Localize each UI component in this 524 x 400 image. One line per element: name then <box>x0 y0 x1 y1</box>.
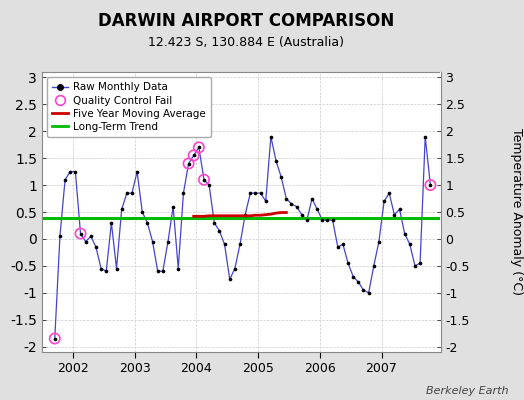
Point <box>154 268 162 274</box>
Legend: Raw Monthly Data, Quality Control Fail, Five Year Moving Average, Long-Term Tren: Raw Monthly Data, Quality Control Fail, … <box>47 77 211 137</box>
Text: 12.423 S, 130.884 E (Australia): 12.423 S, 130.884 E (Australia) <box>148 36 344 49</box>
Point <box>313 206 321 212</box>
Point <box>164 238 172 245</box>
Point <box>184 160 193 167</box>
Point <box>359 287 368 293</box>
Point <box>97 265 105 272</box>
Point <box>303 217 311 223</box>
Point <box>298 212 306 218</box>
Point <box>406 241 414 248</box>
Point <box>51 335 59 342</box>
Point <box>334 244 342 250</box>
Point <box>92 244 100 250</box>
Point <box>190 152 198 159</box>
Point <box>282 195 290 202</box>
Point <box>107 220 116 226</box>
Point <box>390 212 399 218</box>
Point <box>416 260 424 266</box>
Point <box>380 198 388 204</box>
Point <box>112 265 121 272</box>
Point <box>426 182 434 188</box>
Point <box>190 152 198 159</box>
Point <box>246 190 255 196</box>
Point <box>385 190 394 196</box>
Point <box>133 168 141 175</box>
Point <box>117 206 126 212</box>
Point <box>267 134 275 140</box>
Point <box>287 201 296 207</box>
Point <box>159 268 167 274</box>
Point <box>221 241 229 248</box>
Point <box>421 134 429 140</box>
Point <box>395 206 403 212</box>
Point <box>256 190 265 196</box>
Point <box>86 233 95 240</box>
Point <box>174 265 182 272</box>
Point <box>236 241 244 248</box>
Point <box>241 212 249 218</box>
Point <box>66 168 74 175</box>
Point <box>411 263 419 269</box>
Point <box>71 168 80 175</box>
Text: DARWIN AIRPORT COMPARISON: DARWIN AIRPORT COMPARISON <box>98 12 395 30</box>
Point <box>375 238 383 245</box>
Point <box>261 198 270 204</box>
Point <box>200 176 208 183</box>
Point <box>51 335 59 342</box>
Point <box>148 238 157 245</box>
Point <box>77 230 85 237</box>
Point <box>138 209 146 215</box>
Point <box>102 268 111 274</box>
Point <box>369 263 378 269</box>
Point <box>215 228 224 234</box>
Point <box>426 182 434 188</box>
Point <box>323 217 332 223</box>
Text: Berkeley Earth: Berkeley Earth <box>426 386 508 396</box>
Text: Temperature Anomaly (°C): Temperature Anomaly (°C) <box>510 128 522 296</box>
Point <box>365 290 373 296</box>
Point <box>56 233 64 240</box>
Point <box>272 158 280 164</box>
Point <box>308 195 316 202</box>
Point <box>195 144 203 150</box>
Point <box>81 238 90 245</box>
Point <box>292 204 301 210</box>
Point <box>231 265 239 272</box>
Point <box>344 260 352 266</box>
Point <box>169 204 177 210</box>
Point <box>77 230 85 237</box>
Point <box>179 190 188 196</box>
Point <box>349 274 357 280</box>
Point <box>329 217 337 223</box>
Point <box>210 220 219 226</box>
Point <box>123 190 131 196</box>
Point <box>251 190 259 196</box>
Point <box>200 176 208 183</box>
Point <box>225 276 234 282</box>
Point <box>318 217 326 223</box>
Point <box>184 160 193 167</box>
Point <box>277 174 286 180</box>
Point <box>354 279 363 285</box>
Point <box>400 230 409 237</box>
Point <box>195 144 203 150</box>
Point <box>61 176 69 183</box>
Point <box>143 220 151 226</box>
Point <box>128 190 136 196</box>
Point <box>339 241 347 248</box>
Point <box>205 182 213 188</box>
